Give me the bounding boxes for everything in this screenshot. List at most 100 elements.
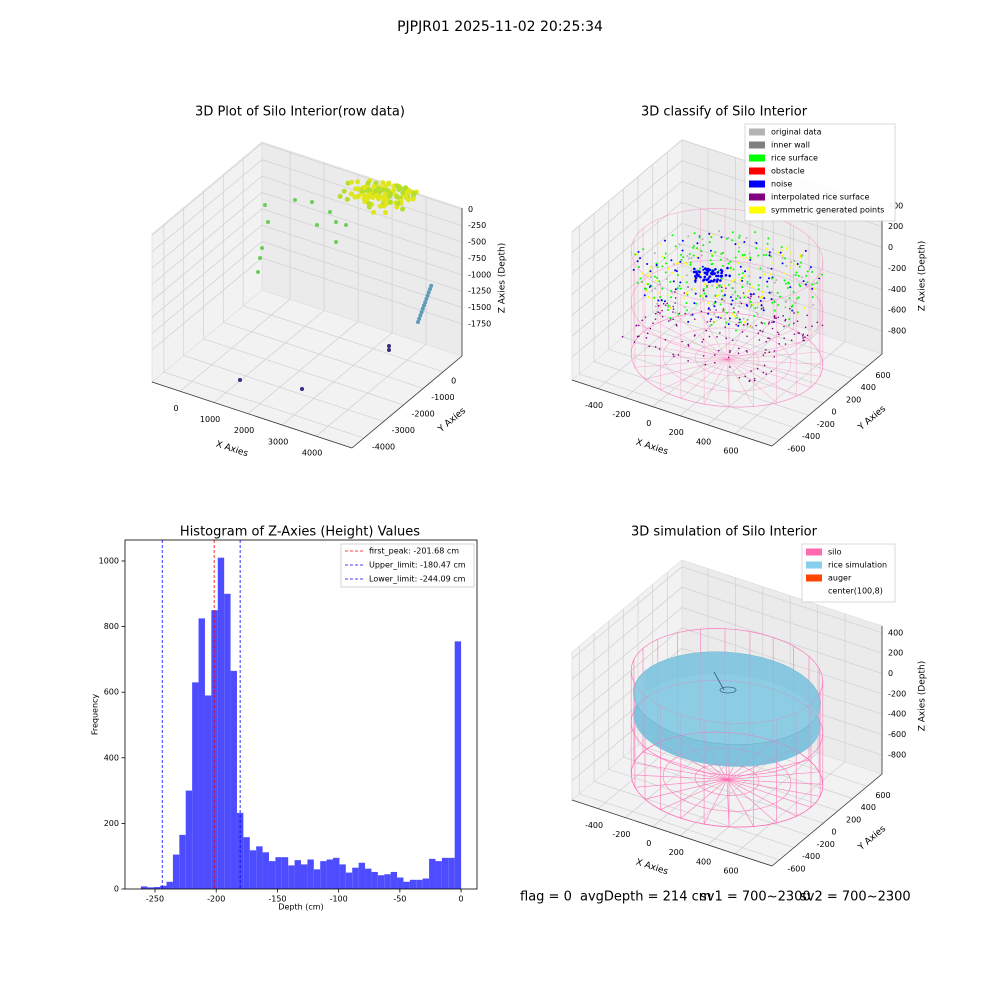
decor-point xyxy=(693,318,696,320)
decor-point xyxy=(786,287,789,290)
decor-point xyxy=(656,266,659,269)
decor-point xyxy=(746,323,749,326)
decor-point xyxy=(705,295,708,298)
decor-point xyxy=(361,184,367,190)
bar xyxy=(179,834,186,889)
legend-box xyxy=(744,123,896,222)
decor-point xyxy=(639,277,642,280)
decor-point xyxy=(738,236,741,239)
decor-point xyxy=(749,256,752,259)
decor-point xyxy=(749,297,752,300)
legend-label: first_peak: -201.68 cm xyxy=(369,547,459,556)
decor-point xyxy=(716,271,720,274)
legend-swatch xyxy=(749,154,765,162)
grid-line xyxy=(571,264,883,358)
decor-point xyxy=(746,351,749,353)
decor-point xyxy=(738,318,741,321)
grid-line xyxy=(183,207,384,422)
decor-point xyxy=(748,252,751,255)
decor-point xyxy=(703,289,705,292)
decor-point xyxy=(649,270,652,273)
silo-strut xyxy=(726,236,810,360)
decor-point xyxy=(732,268,735,271)
y-tick-label: -400 xyxy=(802,432,820,441)
decor-point xyxy=(260,246,264,250)
bar xyxy=(429,858,436,889)
decor-point xyxy=(384,187,390,193)
decor-point xyxy=(770,370,773,373)
decor-point xyxy=(349,191,355,197)
decor-point xyxy=(705,273,709,276)
decor-point xyxy=(418,313,423,318)
decor-point xyxy=(662,302,665,305)
decor-point xyxy=(341,188,347,194)
decor-point xyxy=(802,280,805,283)
grid-line xyxy=(315,196,427,437)
decor-point xyxy=(798,265,801,268)
decor-point xyxy=(777,303,780,306)
decor-point xyxy=(715,280,719,283)
decor-point xyxy=(767,322,770,325)
decor-point xyxy=(733,278,736,281)
bar xyxy=(224,593,231,889)
silo-strut xyxy=(703,720,728,825)
decor-point xyxy=(735,314,738,317)
decor-point xyxy=(789,307,791,310)
decor-point xyxy=(743,296,746,299)
decor-point xyxy=(663,256,666,259)
chart-title: 3D classify of Silo Interior xyxy=(641,105,808,120)
decor-point xyxy=(645,289,648,292)
bar xyxy=(185,790,193,889)
silo-strut xyxy=(726,211,751,360)
decor-point xyxy=(768,291,771,294)
decor-point xyxy=(771,301,774,304)
decor-point xyxy=(685,302,688,305)
decor-point xyxy=(799,285,802,288)
decor-point xyxy=(666,302,668,305)
decor-point xyxy=(751,326,754,329)
silo-strut xyxy=(642,228,728,360)
bar xyxy=(403,881,410,889)
decor-point xyxy=(419,310,424,315)
bar xyxy=(166,881,173,889)
decor-point xyxy=(745,303,748,306)
legend-swatch xyxy=(806,548,822,556)
decor-point xyxy=(703,271,707,275)
legend-swatch xyxy=(749,180,765,188)
decor-point xyxy=(383,201,389,207)
decor-point xyxy=(806,281,809,284)
z-tick-label: -1000 xyxy=(468,270,491,279)
decor-point xyxy=(677,273,680,276)
bar xyxy=(409,879,417,889)
decor-point xyxy=(786,245,789,248)
bar xyxy=(294,860,301,889)
bar xyxy=(249,850,257,889)
z-tick-label: 0 xyxy=(468,205,473,214)
decor-point xyxy=(694,276,698,280)
legend-label: rice surface xyxy=(771,154,818,163)
decor-point xyxy=(710,263,713,266)
decor-point xyxy=(746,335,748,338)
decor-point xyxy=(293,198,297,202)
decor-point xyxy=(650,297,653,300)
decor-point xyxy=(654,318,657,320)
decor-point xyxy=(721,264,724,267)
decor-point xyxy=(763,364,766,367)
decor-point xyxy=(355,186,361,192)
decor-point xyxy=(794,273,797,276)
silo-strut xyxy=(726,722,755,828)
decor-point xyxy=(649,327,652,330)
decor-point xyxy=(707,312,710,315)
decor-point xyxy=(363,194,369,200)
decor-point xyxy=(636,281,639,284)
bar xyxy=(339,864,346,889)
bar xyxy=(160,885,167,889)
decor-point xyxy=(395,200,401,206)
decor-point xyxy=(688,253,691,256)
x-axis xyxy=(151,381,353,449)
grid-line xyxy=(151,257,463,351)
decor-point xyxy=(694,292,697,295)
bar xyxy=(153,887,161,889)
decor-point xyxy=(749,306,752,309)
